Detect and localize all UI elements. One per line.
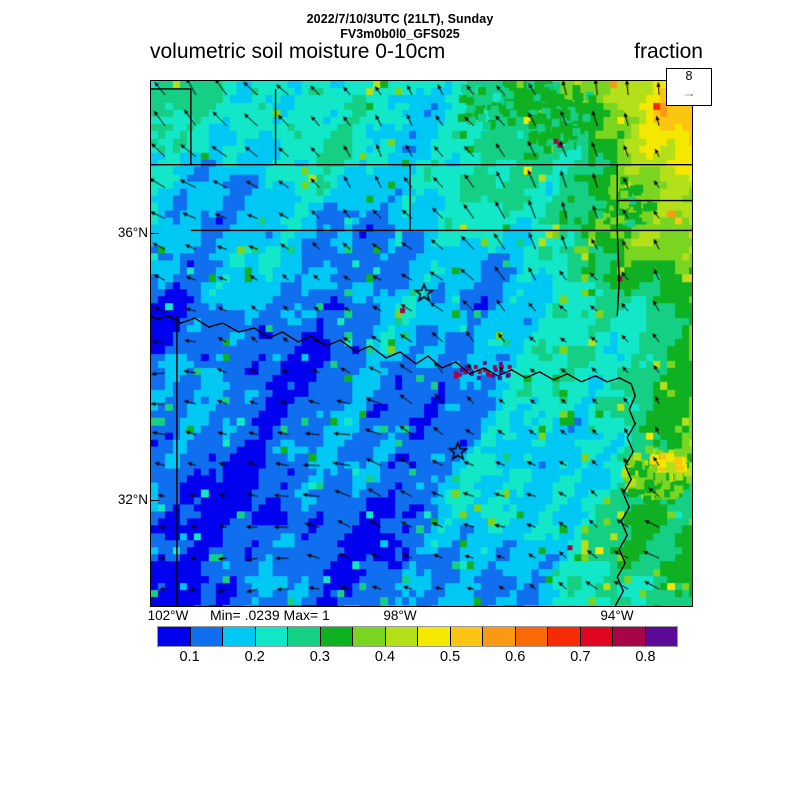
colorbar-segment-0 (158, 627, 191, 646)
arrow-right-icon (684, 94, 694, 96)
colorbar-tick-0.5: 0.5 (439, 649, 461, 665)
colorbar-segment-5 (320, 627, 353, 646)
colorbar-segment-13 (580, 627, 613, 646)
map-plot-area (150, 80, 693, 607)
minmax-stats-text: Min= .0239 Max= 1 (210, 607, 330, 623)
colorbar-tick-0.7: 0.7 (570, 649, 591, 665)
colorbar-tick-0.3: 0.3 (309, 649, 330, 665)
colorbar-segment-6 (353, 627, 386, 646)
colorbar-tick-0.1: 0.1 (179, 649, 200, 665)
colorbar-tick-0.4: 0.4 (374, 649, 396, 665)
colorbar-tick-0.8: 0.8 (635, 649, 656, 665)
colorbar-tick-0.2: 0.2 (244, 649, 265, 665)
colorbar-segment-15 (645, 627, 677, 646)
lat-label-32n: 32°N (117, 492, 148, 507)
wind-legend-value: 8 (685, 69, 693, 83)
lat-tick-36n (150, 233, 159, 235)
title-model: FV3m0b0l0_GFS025 (340, 27, 460, 41)
colorbar-segment-14 (613, 627, 646, 646)
lon-label-94w: 94°W (600, 608, 634, 623)
colorbar-segment-2 (223, 627, 256, 646)
lon-label-102w: 102°W (147, 608, 189, 623)
wind-vector-legend: 8 (666, 68, 712, 106)
colorbar-tick-labels: 0.1 0.2 0.3 0.4 0.5 0.6 0.7 0.8 (157, 649, 678, 669)
lat-tick-32n (150, 500, 159, 502)
lat-label-36n: 36°N (117, 225, 148, 240)
colorbar (157, 626, 678, 647)
colorbar-segment-4 (288, 627, 321, 646)
colorbar-segment-9 (450, 627, 483, 646)
colorbar-segment-10 (483, 627, 516, 646)
colorbar-segment-3 (255, 627, 288, 646)
colorbar-segment-8 (418, 627, 451, 646)
colorbar-segment-1 (190, 627, 223, 646)
page-title: volumetric soil moisture 0-10cm (150, 40, 446, 63)
wind-vector-overlay (151, 81, 692, 606)
colorbar-tick-0.6: 0.6 (505, 649, 526, 665)
colorbar-segment-12 (548, 627, 581, 646)
colorbar-segment-7 (385, 627, 418, 646)
lon-label-98w: 98°W (383, 608, 417, 623)
title-units: fraction (634, 40, 703, 63)
title-date: 2022/7/10/3UTC (21LT), Sunday (306, 12, 494, 26)
colorbar-segment-11 (515, 627, 548, 646)
